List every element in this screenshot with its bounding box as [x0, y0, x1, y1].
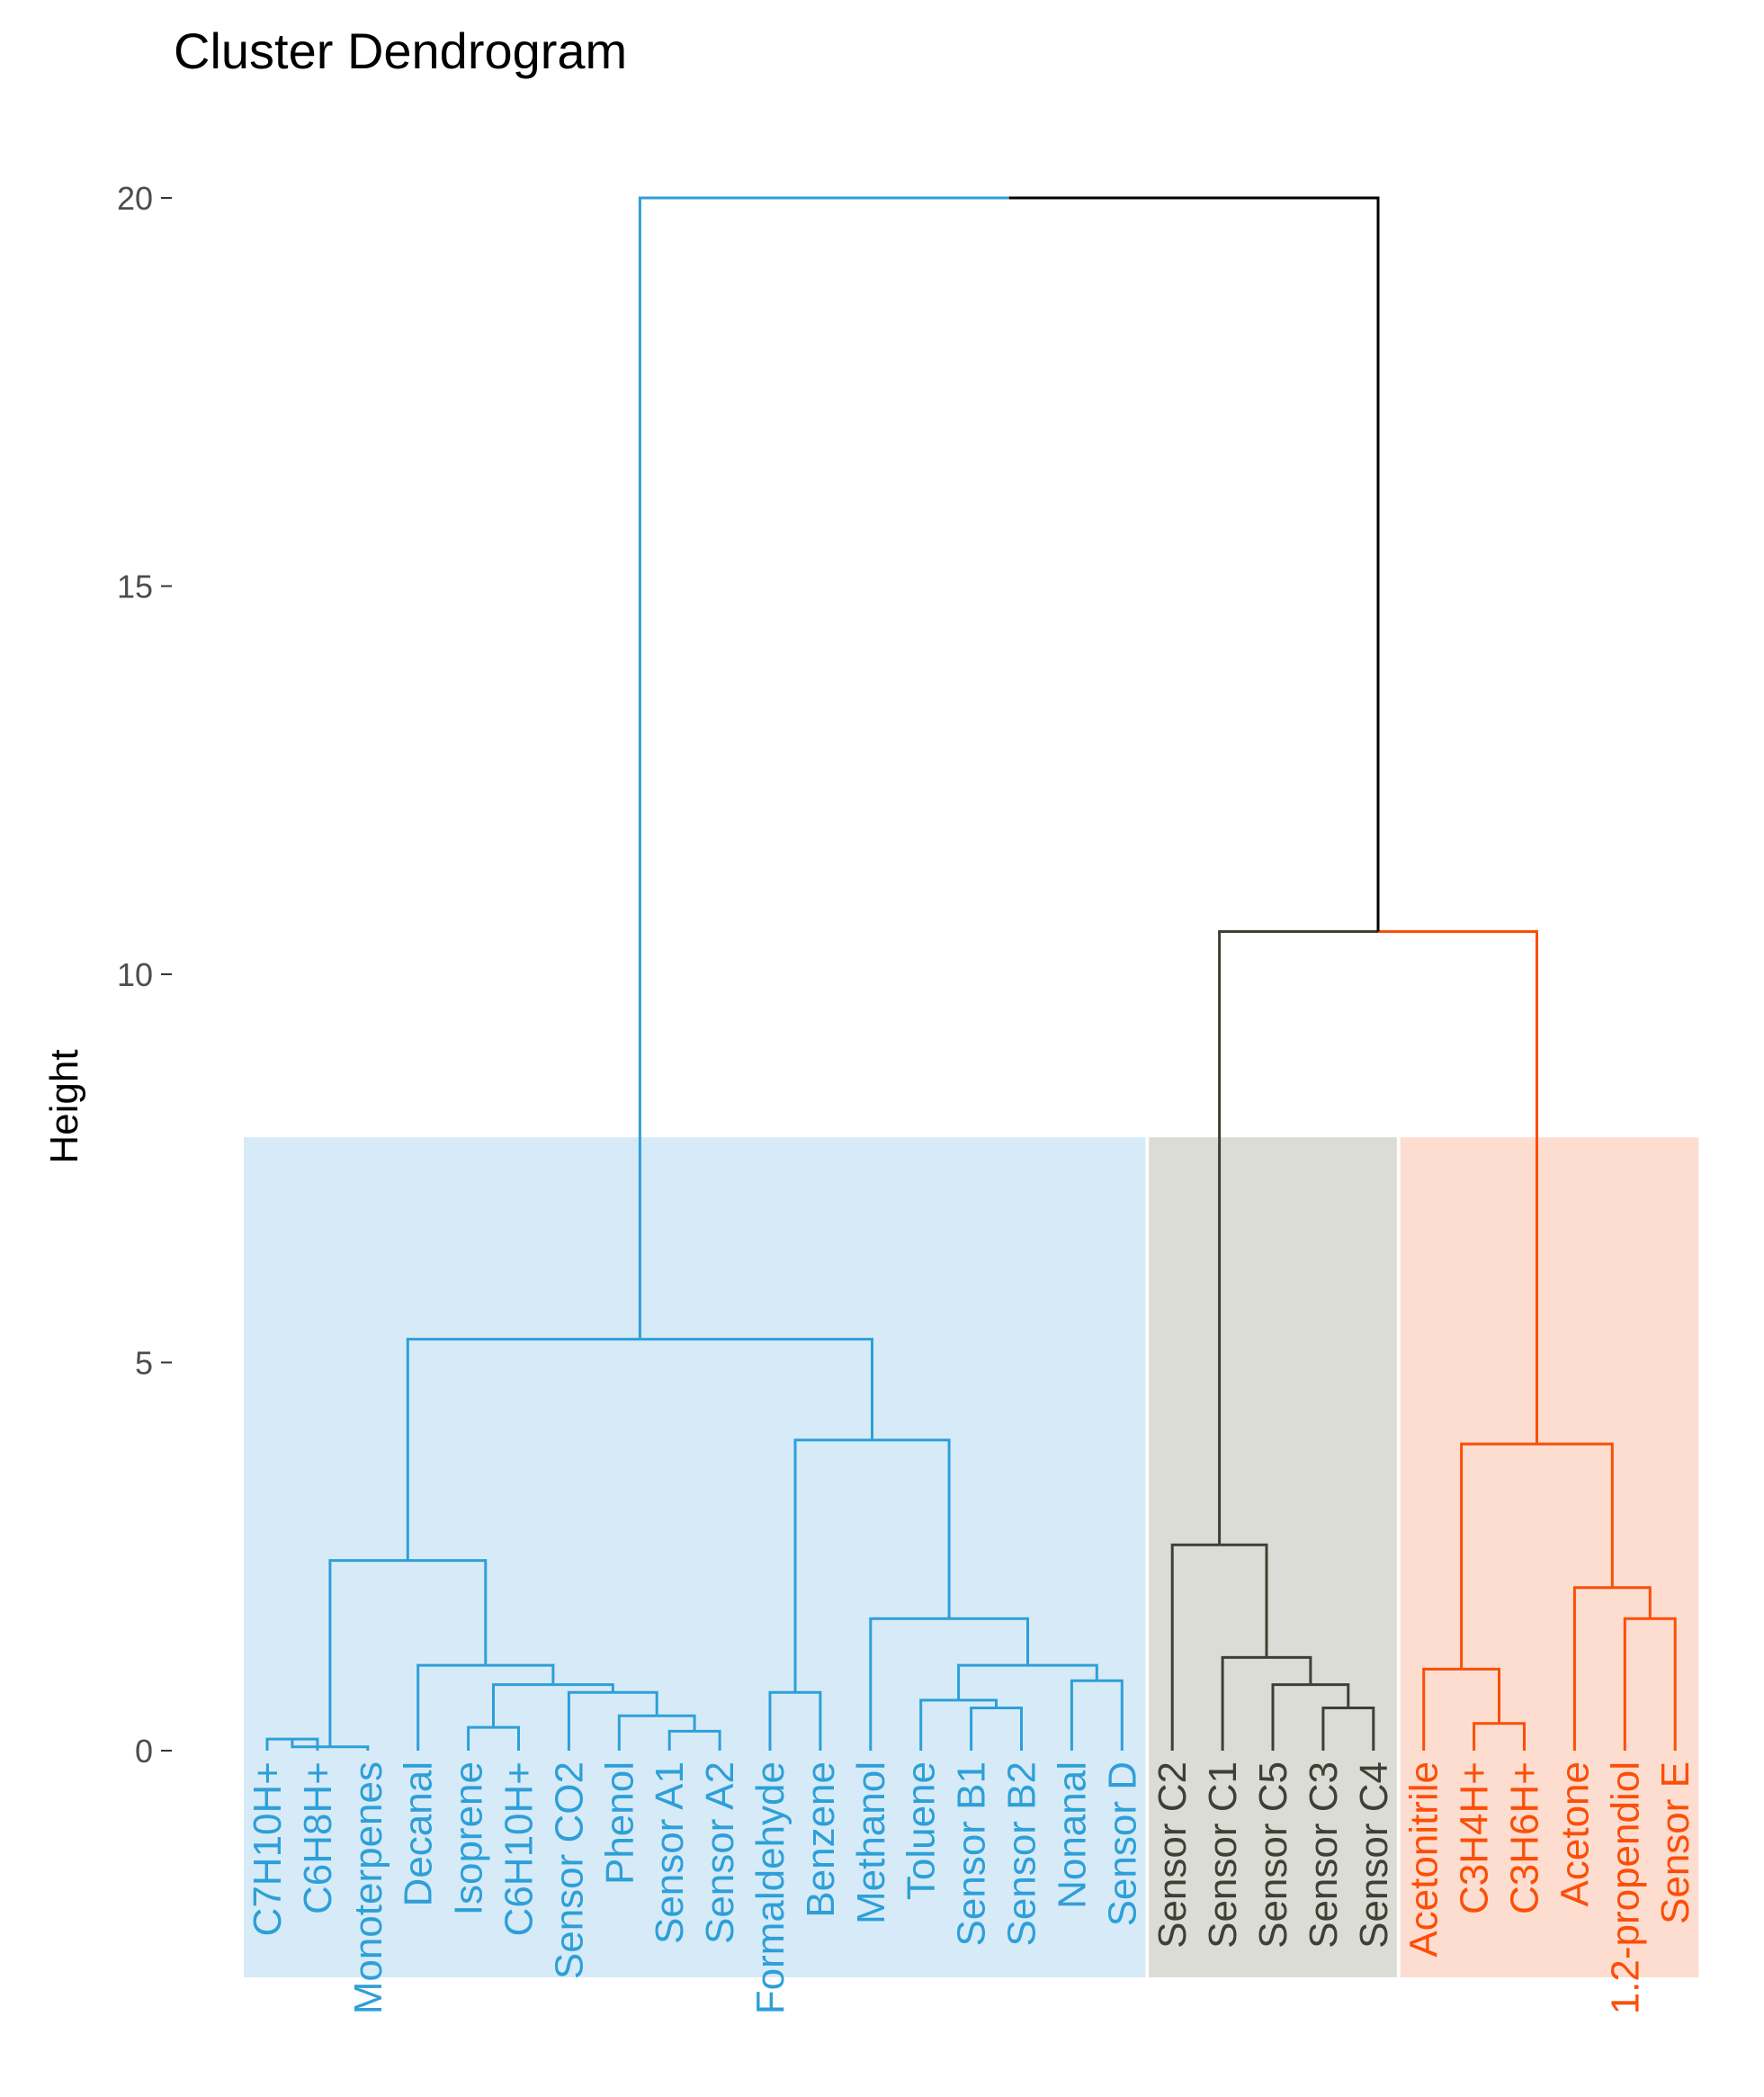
chart-title: Cluster Dendrogram	[174, 22, 627, 79]
branch-m22-right	[1499, 1722, 1526, 1751]
branch-m8-left	[416, 1663, 486, 1751]
leaf-label: Sensor C1	[1201, 1761, 1245, 1949]
branch-m24-right	[1650, 1617, 1677, 1751]
branch-m23-left	[1422, 1667, 1462, 1751]
y-tick-label: 5	[135, 1345, 153, 1382]
branch-m20-left	[1221, 1655, 1267, 1751]
branch-m26-left	[1460, 1442, 1537, 1670]
branch-m21-left	[1170, 1543, 1220, 1751]
branch-m17-right	[640, 1338, 873, 1440]
branch-m1-left	[265, 1737, 292, 1751]
branch-m11-left	[970, 1707, 997, 1751]
y-tick-label: 20	[117, 180, 153, 217]
branch-m6-left	[567, 1690, 613, 1751]
leaf-label: Decanal	[397, 1761, 441, 1906]
branch-m15-left	[869, 1617, 950, 1751]
leaf-label: C6H8H+	[296, 1761, 340, 1914]
branch-m23-right	[1461, 1667, 1500, 1724]
branch-m14-right	[1027, 1663, 1098, 1681]
branch-m22-left	[1473, 1722, 1500, 1751]
leaf-label: C6H10H+	[497, 1761, 542, 1936]
branch-m15-right	[949, 1617, 1029, 1666]
leaf-label: Isoprene	[447, 1761, 491, 1915]
leaf-label: Formaldehyde	[748, 1761, 792, 2014]
leaf-label: Sensor E	[1653, 1761, 1697, 1924]
branch-m28-left	[638, 196, 1009, 1340]
branch-m19-right	[1310, 1683, 1350, 1708]
branch-m8-right	[485, 1663, 555, 1685]
cluster-box-1	[244, 1137, 1146, 1977]
leaf-label: Sensor C3	[1302, 1761, 1346, 1949]
branch-m9-left	[328, 1559, 408, 1747]
leaf-label: Toluene	[900, 1761, 944, 1900]
branch-m20-right	[1267, 1655, 1312, 1685]
branch-m13-right	[1097, 1679, 1124, 1751]
branch-m4-right	[694, 1729, 721, 1751]
branch-m6-right	[613, 1690, 658, 1716]
dendrogram-branches	[265, 196, 1677, 1751]
branch-m27-left	[1218, 930, 1378, 1546]
leaf-label: Methanol	[849, 1761, 893, 1924]
branch-m4-left	[667, 1729, 695, 1751]
branch-m11-right	[996, 1707, 1023, 1751]
branch-m2-right	[329, 1745, 370, 1751]
branch-m7-right	[552, 1683, 614, 1693]
leaf-label: Sensor A1	[648, 1761, 692, 1944]
leaf-label: Nonanal	[1050, 1761, 1094, 1909]
leaf-label: Benzene	[799, 1761, 843, 1918]
y-axis: 0 5 10 15 20	[117, 180, 172, 1770]
branch-m3-right	[493, 1725, 520, 1751]
leaf-label: Sensor B1	[950, 1761, 994, 1946]
branch-m10-right	[795, 1690, 822, 1751]
cluster-box-2	[1149, 1137, 1397, 1977]
leaf-label: Monoterpenes	[346, 1761, 390, 2014]
cluster-box-3	[1400, 1137, 1699, 1977]
leaf-label: C7H10H+	[246, 1761, 290, 1936]
leaf-label: Sensor C5	[1251, 1761, 1295, 1949]
y-tick-label: 0	[135, 1733, 153, 1770]
leaf-labels: C7H10H+ C6H8H+ Monoterpenes Decanal Isoprene…	[246, 1761, 1697, 2014]
branch-m26-right	[1536, 1442, 1614, 1588]
leaf-label: Sensor A2	[698, 1761, 742, 1944]
branch-m27-right	[1378, 930, 1538, 1445]
branch-m12-right	[958, 1698, 998, 1708]
branch-m18-left	[1321, 1707, 1348, 1751]
leaf-label: C3H4H+	[1453, 1761, 1497, 1914]
branch-m16-left	[793, 1438, 873, 1693]
branch-m5-right	[657, 1714, 696, 1732]
y-tick-label: 10	[117, 956, 153, 993]
branch-m10-left	[768, 1690, 795, 1751]
branch-m19-left	[1271, 1683, 1311, 1751]
branch-m24-left	[1623, 1617, 1651, 1751]
branch-m13-left	[1070, 1679, 1097, 1751]
leaf-label: Sensor B2	[1000, 1761, 1044, 1946]
leaf-label: Acetone	[1553, 1761, 1597, 1906]
branch-m25-right	[1612, 1586, 1652, 1619]
branch-m28-right	[1008, 196, 1380, 932]
branch-m5-left	[617, 1714, 658, 1751]
cluster-boxes	[244, 1137, 1699, 1977]
leaf-label: Sensor C4	[1352, 1761, 1396, 1949]
y-tick-label: 15	[117, 569, 153, 605]
branch-m18-right	[1348, 1707, 1375, 1751]
branch-m2-left	[291, 1739, 330, 1749]
leaf-label: Sensor C2	[1151, 1761, 1195, 1949]
branch-m16-right	[872, 1438, 951, 1619]
leaf-label: Phenol	[597, 1761, 641, 1885]
leaf-label: Acetonitrile	[1402, 1761, 1446, 1958]
leaf-label: 1.2-propendiol	[1603, 1761, 1647, 2014]
branch-m12-left	[919, 1698, 959, 1751]
branch-m21-right	[1219, 1543, 1268, 1658]
branch-m17-left	[406, 1338, 640, 1561]
leaf-label: Sensor CO2	[547, 1761, 591, 1979]
branch-m3-left	[467, 1725, 494, 1751]
branch-m25-left	[1572, 1586, 1613, 1751]
branch-m7-left	[492, 1683, 553, 1728]
leaf-label: Sensor D	[1100, 1761, 1144, 1926]
branch-m14-left	[957, 1663, 1028, 1700]
branch-m9-right	[407, 1559, 488, 1666]
y-axis-label: Height	[42, 1049, 86, 1163]
leaf-label: C3H6H+	[1503, 1761, 1547, 1914]
